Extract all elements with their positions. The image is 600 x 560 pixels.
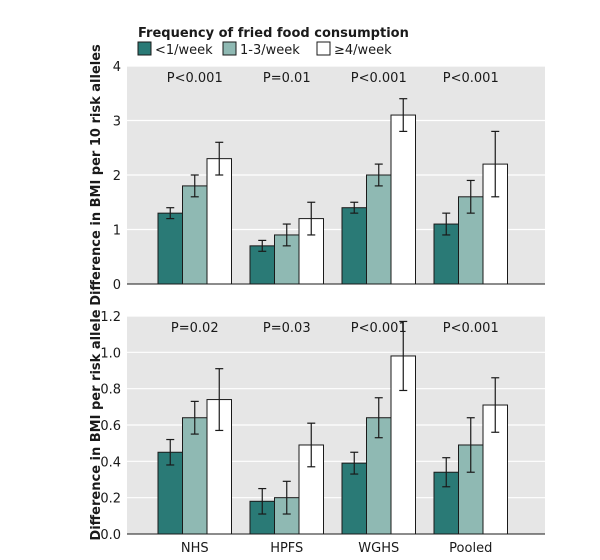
bottom-panel-y-ticks: 0.0 0.2 0.4 0.6 0.8 1.0 1.2 <box>100 310 121 543</box>
bar-low <box>157 212 183 285</box>
bottom-panel-y-axis-label: Difference in BMI per risk allele <box>89 309 104 540</box>
bar-low <box>249 245 275 285</box>
legend-label-mid: 1-3/week <box>240 43 300 58</box>
bar-high <box>390 114 416 285</box>
bottom-panel-bars <box>157 320 508 535</box>
p-value-label: P<0.001 <box>351 71 407 86</box>
legend: Frequency of fried food consumption <1/w… <box>137 26 409 58</box>
y-tick-label: 0.8 <box>100 383 121 398</box>
x-category-label: Pooled <box>449 541 492 556</box>
y-tick-label: 4 <box>113 60 121 75</box>
bar-mid <box>366 174 392 285</box>
legend-label-low: <1/week <box>155 43 213 58</box>
y-tick-label: 0.4 <box>100 455 121 470</box>
bar-mid <box>182 417 208 535</box>
bar-mid <box>182 185 208 285</box>
y-tick-label: 0.2 <box>100 492 121 507</box>
y-tick-label: 0.0 <box>100 528 121 543</box>
bar-high <box>206 158 232 285</box>
p-value-label: P<0.001 <box>351 321 407 336</box>
y-tick-label: 3 <box>113 115 121 130</box>
top-panel-bars <box>157 98 508 285</box>
p-value-label: P=0.02 <box>171 321 219 336</box>
y-tick-label: 1 <box>113 224 121 239</box>
y-tick-label: 2 <box>113 169 121 184</box>
y-tick-label: 0.6 <box>100 419 121 434</box>
legend-swatch-high <box>316 41 331 56</box>
bottom-panel: 0.0 0.2 0.4 0.6 0.8 1.0 1.2 Difference in BMI … <box>89 309 545 556</box>
p-value-label: P<0.001 <box>167 71 223 86</box>
x-category-label: WGHS <box>358 541 399 556</box>
top-panel-p-values: P<0.001 P=0.01 P<0.001 P<0.001 <box>167 71 499 86</box>
p-value-label: P=0.01 <box>263 71 311 86</box>
legend-label-high: ≥4/week <box>334 43 392 58</box>
p-value-label: P=0.03 <box>263 321 311 336</box>
legend-swatch-low <box>137 41 152 56</box>
x-category-label: HPFS <box>270 541 303 556</box>
legend-title: Frequency of fried food consumption <box>138 26 409 41</box>
y-tick-label: 1.0 <box>100 346 121 361</box>
x-axis-category-labels: NHS HPFS WGHS Pooled <box>181 541 492 556</box>
bottom-panel-p-values: P=0.02 P=0.03 P<0.001 P<0.001 <box>171 321 499 336</box>
p-value-label: P<0.001 <box>443 71 499 86</box>
y-tick-label: 0 <box>113 278 121 293</box>
y-tick-label: 1.2 <box>100 310 121 325</box>
legend-swatch-mid <box>222 41 237 56</box>
top-panel-y-ticks: 0 1 2 3 4 <box>113 60 121 293</box>
x-category-label: NHS <box>181 541 209 556</box>
top-panel: 0 1 2 3 4 Difference in BMI per 10 risk alle… <box>89 44 545 306</box>
bar-low <box>341 207 367 285</box>
p-value-label: P<0.001 <box>443 321 499 336</box>
bar-low <box>341 462 367 535</box>
top-panel-y-axis-label: Difference in BMI per 10 risk alleles <box>89 44 104 306</box>
